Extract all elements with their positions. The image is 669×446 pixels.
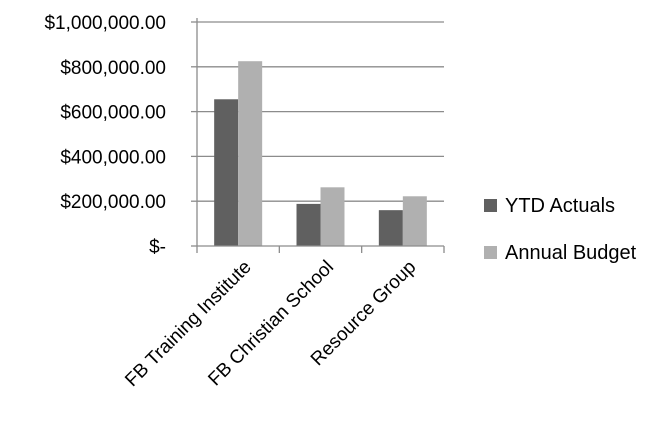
y-tick-label: $800,000.00 [60,58,166,79]
bar-ytd-actuals-1 [214,99,239,246]
legend-swatch [484,199,497,212]
bar-annual-budget-3 [402,196,427,246]
legend: YTD Actuals Annual Budget [484,195,637,264]
y-tick-label: $200,000.00 [60,192,166,213]
y-axis-tick-labels: $- $200,000.00 $400,000.00 $600,000.00 $800,… [44,13,166,258]
bars [214,61,427,247]
bar-annual-budget-2 [320,187,345,246]
y-tick-label: $1,000,000.00 [44,13,166,34]
y-tick-label: $- [149,237,166,258]
bar-ytd-actuals-3 [378,210,403,246]
y-tick-label: $600,000.00 [60,103,166,124]
legend-label: Annual Budget [505,242,637,264]
bar-annual-budget-1 [238,61,263,247]
y-tick-label: $400,000.00 [60,147,166,168]
bar-ytd-actuals-2 [296,203,321,246]
legend-swatch [484,246,497,259]
legend-label: YTD Actuals [505,195,615,217]
axes [196,18,445,253]
